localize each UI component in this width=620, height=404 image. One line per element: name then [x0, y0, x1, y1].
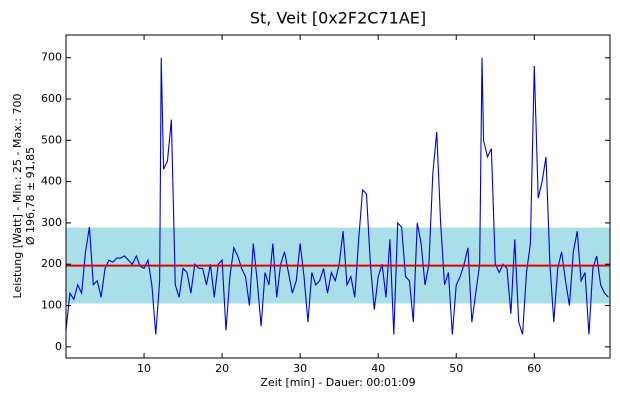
y-tick-label: 300	[41, 216, 62, 229]
plot-frame	[65, 34, 611, 359]
y-tick-label: 600	[41, 92, 62, 105]
x-tick-label: 20	[215, 362, 229, 375]
x-tick-label: 10	[137, 362, 151, 375]
x-tick-label: 50	[449, 362, 463, 375]
x-tick-label: 40	[371, 362, 385, 375]
x-axis-label: Zeit [min] - Dauer: 00:01:09	[260, 376, 415, 389]
power-line	[65, 57, 609, 335]
y-axis-label: Leistung [Watt] - Min.: 25 - Max.: 700	[11, 94, 24, 299]
y-tick-label: 0	[55, 340, 62, 353]
x-tick-label: 30	[293, 362, 307, 375]
chart-title: St, Veit [0x2F2C71AE]	[250, 9, 426, 28]
y-tick-label: 200	[41, 257, 62, 270]
y-axis-stats: Ø 196,78 ± 91,85	[24, 147, 37, 245]
y-tick-label: 100	[41, 299, 62, 312]
x-tick-label: 60	[527, 362, 541, 375]
y-tick-label: 700	[41, 51, 62, 64]
y-tick-label: 500	[41, 133, 62, 146]
y-tick-label: 400	[41, 175, 62, 188]
